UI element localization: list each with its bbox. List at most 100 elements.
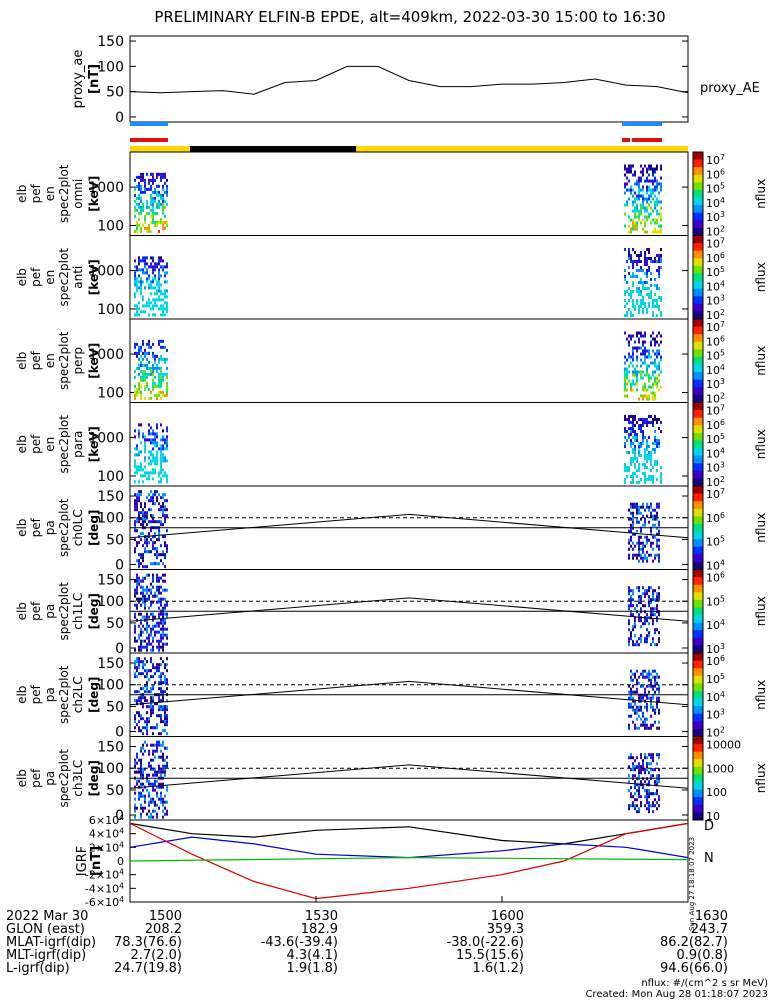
spectrogram-pixel — [160, 357, 162, 361]
spectrogram-pixel — [658, 418, 660, 422]
spectrogram-pixel — [628, 765, 630, 769]
y-tick-label-pa_ch0: 50 — [106, 532, 124, 548]
spectrogram-pixel — [656, 355, 658, 359]
spectrogram-pixel — [640, 254, 642, 258]
spectrogram-pixel — [630, 457, 632, 461]
spectrogram-pixel — [652, 331, 654, 335]
spectrogram-pixel — [646, 478, 648, 482]
spectrogram-pixel — [158, 705, 160, 709]
spectrogram-pixel — [632, 290, 634, 294]
spectrogram-pixel — [154, 803, 156, 807]
spectrogram-pixel — [136, 639, 138, 643]
spectrogram-pixel — [140, 441, 142, 445]
spectrogram-pixel — [146, 351, 148, 355]
spectrogram-pixel — [150, 764, 152, 768]
y-axis-label-pa_ch3: elb — [15, 769, 29, 787]
spectrogram-pixel — [152, 612, 154, 616]
spectrogram-pixel — [636, 469, 638, 473]
spectrogram-pixel — [656, 553, 658, 557]
colorbar-cell — [693, 205, 703, 214]
spectrogram-pixel — [146, 363, 148, 367]
spectrogram-pixel — [142, 190, 144, 194]
spectrogram-pixel — [166, 788, 168, 792]
colorbar-cell — [693, 250, 703, 259]
spectrogram-pixel — [164, 705, 166, 709]
spectrogram-pixel — [636, 690, 638, 694]
spectrogram-pixel — [646, 281, 648, 285]
spectrogram-pixel — [628, 421, 630, 425]
spectrogram-pixel — [134, 615, 136, 619]
spectrogram-pixel — [646, 628, 648, 632]
spectrogram-pixel — [162, 672, 164, 676]
spectrogram-pixel — [624, 427, 626, 431]
colorbar-label: 103 — [706, 460, 725, 475]
spectrogram-pixel — [640, 708, 642, 712]
spectrogram-pixel — [142, 378, 144, 382]
spectrogram-pixel — [162, 743, 164, 747]
colorbar-label: 106 — [706, 167, 725, 182]
spectrogram-pixel — [632, 436, 634, 440]
spectrogram-pixel — [656, 260, 658, 264]
spectrogram-pixel — [140, 205, 142, 209]
spectrogram-pixel — [138, 313, 140, 317]
spectrogram-pixel — [632, 553, 634, 557]
spectrogram-pixel — [652, 305, 654, 309]
spectrogram-pixel — [646, 257, 648, 261]
spectrogram-pixel — [660, 266, 662, 270]
spectrogram-pixel — [624, 299, 626, 303]
spectrogram-pixel — [144, 369, 146, 373]
spectrogram-pixel — [134, 809, 136, 813]
spectrogram-pixel — [648, 595, 650, 599]
spectrogram-pixel — [150, 657, 152, 661]
spectrogram-pixel — [642, 723, 644, 727]
spectrogram-pixel — [160, 705, 162, 709]
spectrogram-pixel — [658, 708, 660, 712]
spectrogram-pixel — [644, 334, 646, 338]
spectrogram-pixel — [650, 514, 652, 518]
spectrogram-pixel — [138, 714, 140, 718]
spectrogram-pixel — [642, 421, 644, 425]
spectrogram-pixel — [632, 314, 634, 318]
spectrogram-pixel — [160, 283, 162, 287]
spectrogram-pixel — [628, 622, 630, 626]
spectrogram-pixel — [150, 705, 152, 709]
spectrogram-pixel — [166, 307, 168, 311]
spectrogram-pixel — [634, 382, 636, 386]
spectrogram-pixel — [162, 606, 164, 610]
spectrogram-pixel — [648, 305, 650, 309]
spectrogram-pixel — [646, 634, 648, 638]
spectrogram-pixel — [142, 310, 144, 314]
spectrogram-pixel — [644, 421, 646, 425]
spectrogram-pixel — [164, 627, 166, 631]
spectrogram-pixel — [634, 448, 636, 452]
spectrogram-pixel — [164, 573, 166, 577]
spectrogram-pixel — [642, 340, 644, 344]
spectrogram-pixel — [134, 502, 136, 506]
spectrogram-pixel — [636, 643, 638, 647]
spectrogram-pixel — [154, 178, 156, 182]
spectrogram-pixel — [628, 415, 630, 419]
spectrogram-pixel — [644, 305, 646, 309]
spectrogram-pixel — [640, 672, 642, 676]
spectrogram-pixel — [152, 432, 154, 436]
spectrogram-pixel — [644, 475, 646, 479]
spectrogram-pixel — [626, 200, 628, 204]
spectrogram-pixel — [138, 387, 140, 391]
spectrogram-pixel — [158, 585, 160, 589]
spectrogram-pixel — [654, 508, 656, 512]
spectrogram-pixel — [164, 459, 166, 463]
footer-value: 86.2(82.7) — [660, 935, 728, 950]
spectrogram-pixel — [156, 573, 158, 577]
colorbar-cell — [693, 531, 703, 540]
spectrogram-pixel — [658, 388, 660, 392]
spectrogram-pixel — [166, 633, 168, 637]
spectrogram-pixel — [166, 636, 168, 640]
spectrogram-pixel — [150, 687, 152, 691]
spectrogram-pixel — [140, 532, 142, 536]
spectrogram-pixel — [634, 308, 636, 312]
footer-value: 24.7(19.8) — [114, 961, 182, 976]
spectrogram-pixel — [136, 366, 138, 370]
colorbar-cell — [693, 455, 703, 464]
spectrogram-pixel — [638, 346, 640, 350]
spectrogram-pixel — [134, 663, 136, 667]
